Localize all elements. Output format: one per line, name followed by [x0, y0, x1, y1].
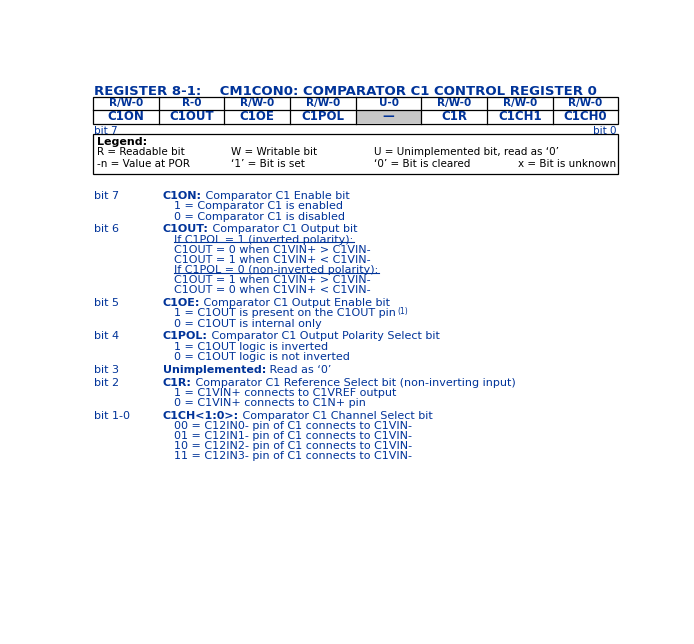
- Text: Comparator C1 Channel Select bit: Comparator C1 Channel Select bit: [239, 411, 432, 421]
- Text: U = Unimplemented bit, read as ‘0’: U = Unimplemented bit, read as ‘0’: [373, 147, 559, 156]
- Text: (1): (1): [397, 307, 407, 316]
- Text: Comparator C1 Reference Select bit (non-inverting input): Comparator C1 Reference Select bit (non-…: [192, 377, 516, 388]
- Text: W = Writable bit: W = Writable bit: [231, 147, 317, 156]
- Text: C1OUT = 1 when C1VIN+ < C1VIN-: C1OUT = 1 when C1VIN+ < C1VIN-: [174, 255, 371, 265]
- Text: C1ON:: C1ON:: [162, 191, 202, 201]
- Text: 1 = C1OUT is present on the C1OUT pin: 1 = C1OUT is present on the C1OUT pin: [174, 308, 396, 318]
- Bar: [355, 109, 421, 124]
- Text: R/W-0: R/W-0: [502, 98, 537, 108]
- Text: bit 5: bit 5: [94, 298, 119, 308]
- Text: bit 0: bit 0: [593, 126, 617, 136]
- Text: R/W-0: R/W-0: [306, 98, 340, 108]
- Text: C1OUT = 1 when C1VIN+ > C1VIN-: C1OUT = 1 when C1VIN+ > C1VIN-: [174, 275, 371, 285]
- Text: 10 = C12IN2- pin of C1 connects to C1VIN-: 10 = C12IN2- pin of C1 connects to C1VIN…: [174, 441, 412, 451]
- Text: 0 = Comparator C1 is disabled: 0 = Comparator C1 is disabled: [174, 212, 346, 222]
- Text: bit 4: bit 4: [94, 332, 119, 341]
- Text: C1OUT = 0 when C1VIN+ > C1VIN-: C1OUT = 0 when C1VIN+ > C1VIN-: [174, 245, 371, 255]
- Text: 0 = C1OUT is internal only: 0 = C1OUT is internal only: [174, 319, 322, 328]
- Text: 1 = Comparator C1 is enabled: 1 = Comparator C1 is enabled: [174, 202, 344, 211]
- Text: C1ON: C1ON: [108, 110, 144, 124]
- Text: Comparator C1 Output bit: Comparator C1 Output bit: [209, 224, 357, 234]
- Text: C1OE: C1OE: [239, 110, 275, 124]
- Text: 00 = C12IN0- pin of C1 connects to C1VIN-: 00 = C12IN0- pin of C1 connects to C1VIN…: [174, 421, 412, 431]
- Bar: [93, 134, 618, 175]
- Text: ‘1’ = Bit is set: ‘1’ = Bit is set: [231, 159, 305, 169]
- Text: Comparator C1 Output Enable bit: Comparator C1 Output Enable bit: [200, 298, 390, 308]
- Text: bit 7: bit 7: [94, 126, 118, 136]
- Text: x = Bit is unknown: x = Bit is unknown: [518, 159, 616, 169]
- Text: 1 = C1OUT logic is inverted: 1 = C1OUT logic is inverted: [174, 341, 328, 352]
- Text: Read as ‘0’: Read as ‘0’: [266, 365, 331, 375]
- Text: 0 = C1OUT logic is not inverted: 0 = C1OUT logic is not inverted: [174, 352, 350, 362]
- Text: Unimplemented:: Unimplemented:: [162, 365, 266, 375]
- Text: 11 = C12IN3- pin of C1 connects to C1VIN-: 11 = C12IN3- pin of C1 connects to C1VIN…: [174, 451, 412, 461]
- Text: C1OUT: C1OUT: [169, 110, 214, 124]
- Text: Comparator C1 Enable bit: Comparator C1 Enable bit: [202, 191, 350, 201]
- Text: bit 7: bit 7: [94, 191, 119, 201]
- Text: R = Readable bit: R = Readable bit: [97, 147, 185, 156]
- Text: C1CH1: C1CH1: [498, 110, 542, 124]
- Text: C1CH<1:0>:: C1CH<1:0>:: [162, 411, 239, 421]
- Text: C1CH0: C1CH0: [564, 110, 607, 124]
- Text: R/W-0: R/W-0: [109, 98, 143, 108]
- Text: 0 = C1VIN+ connects to C1N+ pin: 0 = C1VIN+ connects to C1N+ pin: [174, 398, 366, 408]
- Text: bit 3: bit 3: [94, 365, 119, 375]
- Text: bit 6: bit 6: [94, 224, 119, 234]
- Text: R-0: R-0: [182, 98, 201, 108]
- Text: C1OE:: C1OE:: [162, 298, 200, 308]
- Text: —: —: [382, 110, 394, 124]
- Text: C1R:: C1R:: [162, 377, 192, 388]
- Text: C1POL:: C1POL:: [162, 332, 208, 341]
- Text: Legend:: Legend:: [97, 137, 147, 147]
- Text: ‘0’ = Bit is cleared: ‘0’ = Bit is cleared: [373, 159, 470, 169]
- Bar: [93, 97, 618, 124]
- Text: C1OUT = 0 when C1VIN+ < C1VIN-: C1OUT = 0 when C1VIN+ < C1VIN-: [174, 285, 371, 296]
- Text: C1R: C1R: [441, 110, 467, 124]
- Text: C1OUT:: C1OUT:: [162, 224, 209, 234]
- Text: 01 = C12IN1- pin of C1 connects to C1VIN-: 01 = C12IN1- pin of C1 connects to C1VIN…: [174, 431, 412, 441]
- Text: If C1POL = 1 (inverted polarity):: If C1POL = 1 (inverted polarity):: [174, 234, 353, 245]
- Text: REGISTER 8-1:    CM1CON0: COMPARATOR C1 CONTROL REGISTER 0: REGISTER 8-1: CM1CON0: COMPARATOR C1 CON…: [94, 85, 598, 98]
- Text: bit 2: bit 2: [94, 377, 119, 388]
- Text: R/W-0: R/W-0: [240, 98, 274, 108]
- Text: R/W-0: R/W-0: [568, 98, 602, 108]
- Text: U-0: U-0: [378, 98, 398, 108]
- Text: -n = Value at POR: -n = Value at POR: [97, 159, 190, 169]
- Text: Comparator C1 Output Polarity Select bit: Comparator C1 Output Polarity Select bit: [208, 332, 439, 341]
- Text: If C1POL = 0 (non-inverted polarity):: If C1POL = 0 (non-inverted polarity):: [174, 265, 378, 275]
- Text: R/W-0: R/W-0: [437, 98, 471, 108]
- Text: 1 = C1VIN+ connects to C1VREF output: 1 = C1VIN+ connects to C1VREF output: [174, 388, 397, 397]
- Text: C1POL: C1POL: [301, 110, 344, 124]
- Text: bit 1-0: bit 1-0: [94, 411, 130, 421]
